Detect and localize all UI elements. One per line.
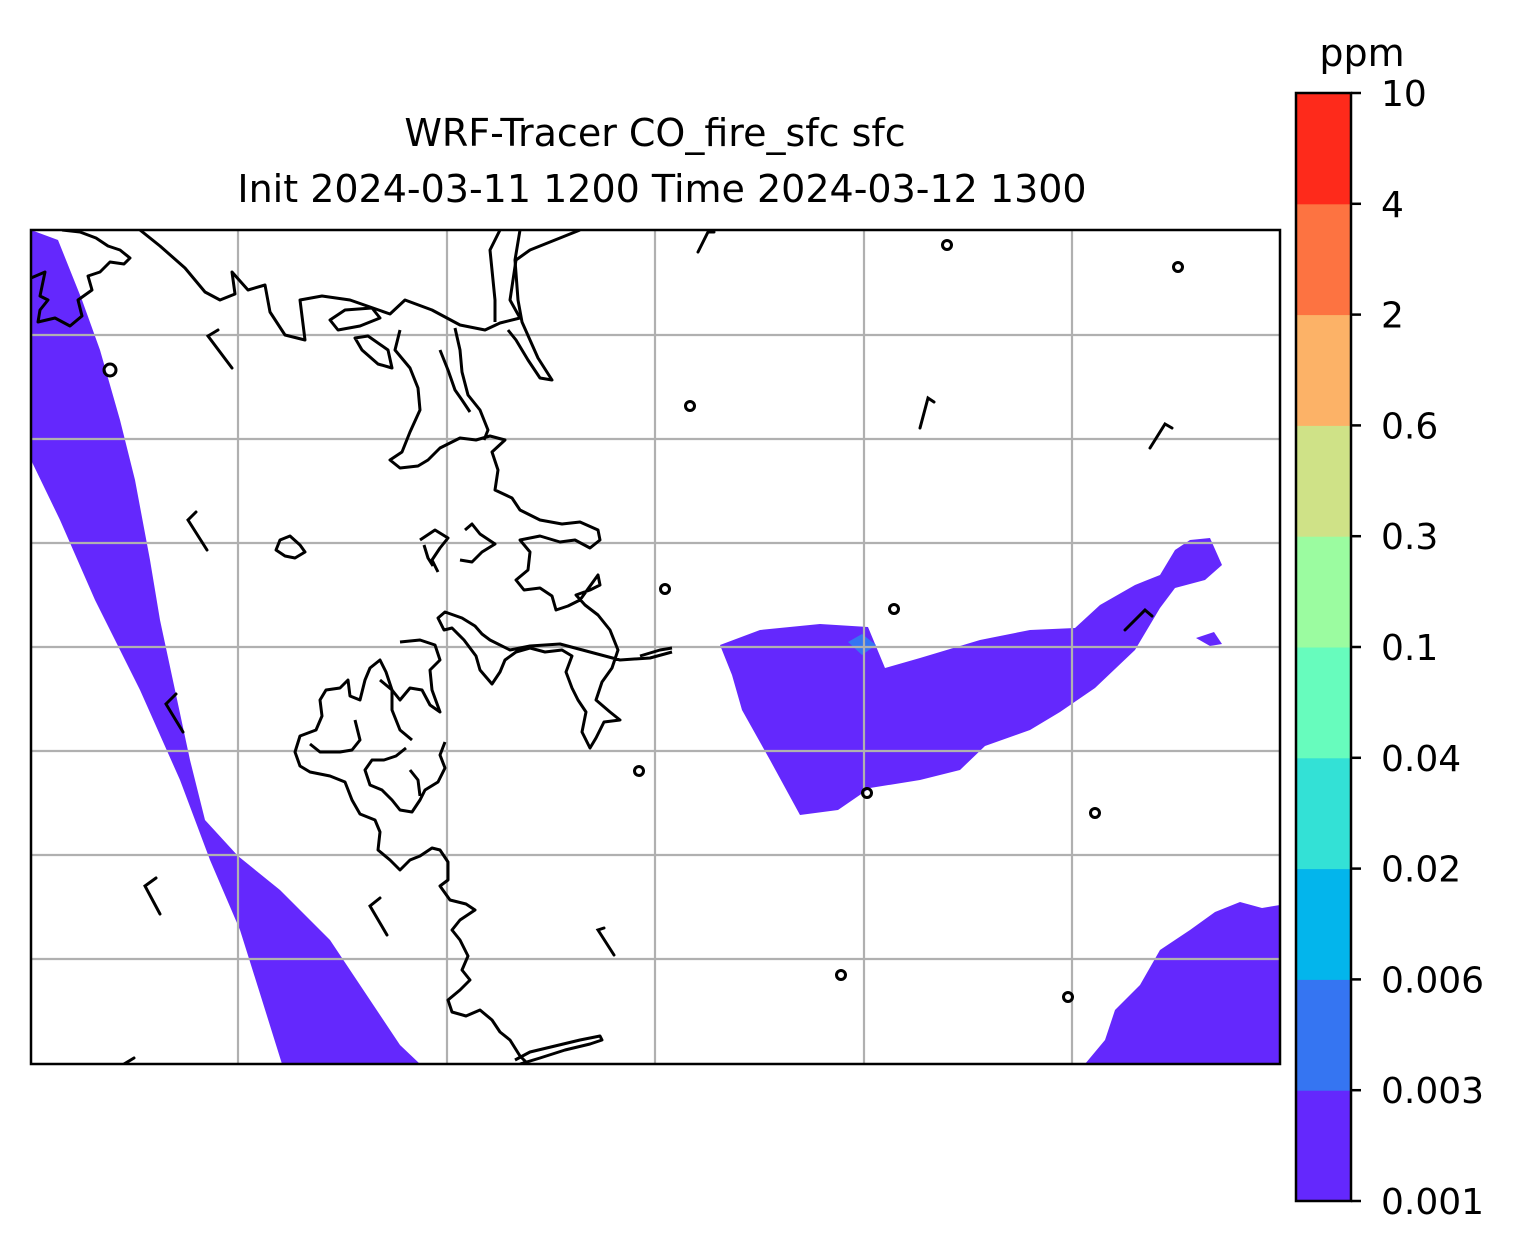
islet-8: [861, 787, 873, 799]
coastline-northwest: [31, 230, 132, 328]
island-north: [328, 306, 382, 332]
islet-5: [659, 583, 671, 595]
colorbar-band: [1296, 314, 1351, 426]
colorbar-band: [1296, 757, 1351, 870]
coastline-south-tail: [514, 1034, 604, 1064]
colorbar-unit-label: ppm: [1319, 31, 1404, 75]
tracer-speck-east: [1196, 632, 1222, 646]
coastline-mid-inlets: [419, 522, 497, 573]
colorbar-tick-label: 0.6: [1381, 406, 1438, 447]
colorbar-band: [1296, 868, 1351, 980]
wind-barb: [143, 876, 162, 916]
wind-barb: [1148, 421, 1174, 450]
map-title-line1: WRF-Tracer CO_fire_sfc sfc: [404, 111, 905, 155]
colorbar-tick-label: 0.3: [1381, 517, 1438, 558]
coastline-mid-right: [639, 646, 673, 658]
coastline-north: [139, 230, 581, 342]
islet-10: [835, 969, 847, 981]
island-center-left: [274, 534, 307, 560]
islet-11: [1062, 991, 1074, 1003]
coastline-river-east: [488, 230, 554, 382]
tracer-plume-central: [720, 538, 1222, 815]
islet-1: [102, 362, 118, 378]
colorbar-tick-label: 0.1: [1381, 628, 1438, 669]
colorbar-band: [1296, 536, 1351, 648]
coastline-lower-inner: [309, 678, 447, 814]
wind-barb: [1123, 607, 1154, 632]
wind-barb: [368, 896, 389, 937]
colorbar-frame: [1294, 91, 1353, 1203]
colorbar-ticks: 0.001 0.003 0.006 0.02 0.04 0.1 0.3 0.6 2 4 10: [1351, 74, 1484, 1223]
coastline-inlet-west: [438, 327, 490, 441]
map-panel: [29, 228, 1282, 1066]
colorbar-band: [1296, 647, 1351, 759]
coastlines: [31, 230, 1184, 1064]
map-border: [29, 228, 1282, 1066]
colorbar-band: [1296, 203, 1351, 316]
colorbar-tick-label: 2: [1381, 296, 1404, 337]
wind-barb: [918, 395, 936, 430]
wind-barb: [595, 926, 616, 957]
tracer-plume-west: [31, 230, 420, 1064]
gridlines: [31, 230, 1280, 1064]
colorbar-band: [1296, 93, 1351, 205]
wind-barb: [205, 328, 234, 370]
islet-9: [1089, 807, 1101, 819]
colorbar-band: [1296, 425, 1351, 537]
tracer-field: [31, 230, 1280, 1064]
colorbar-bands: [1296, 93, 1351, 1202]
islet-2: [941, 239, 953, 251]
colorbar-tick-label: 0.006: [1381, 960, 1484, 1001]
colorbar-tick-label: 0.02: [1381, 850, 1461, 891]
colorbar-tick-label: 0.003: [1381, 1071, 1484, 1112]
islet-3: [1172, 261, 1184, 273]
colorbar: ppm 0.001 0.003 0.006 0.02 0.04 0.1 0.3 0.6 2 4 10: [1294, 31, 1484, 1223]
colorbar-band: [1296, 1090, 1351, 1202]
islet-4: [684, 400, 696, 412]
wind-barb: [164, 692, 185, 734]
tracer-peak-cell: [848, 634, 876, 655]
wind-barbs: [122, 230, 1174, 1064]
wind-barb: [186, 510, 209, 552]
colorbar-tick-label: 0.04: [1381, 739, 1461, 780]
islet-7: [633, 765, 645, 777]
colorbar-tick-label: 4: [1381, 185, 1404, 226]
tracer-plume-southeast: [1085, 902, 1280, 1064]
coastline-lower-inlets: [293, 638, 530, 1064]
colorbar-tick-label: 0.001: [1381, 1182, 1484, 1223]
wind-barb: [696, 230, 716, 254]
islet-6: [888, 603, 900, 615]
map-title-line2: Init 2024-03-11 1200 Time 2024-03-12 130…: [237, 167, 1086, 211]
colorbar-tick-label: 10: [1381, 74, 1427, 115]
colorbar-band: [1296, 979, 1351, 1091]
coastline-inlet-main: [353, 329, 673, 750]
